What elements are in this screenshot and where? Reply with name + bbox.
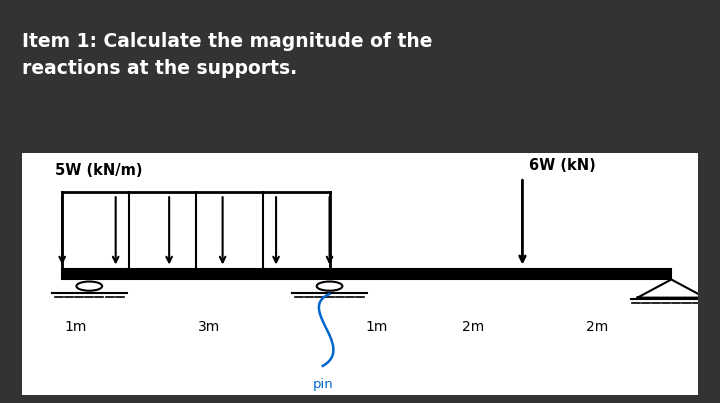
Text: Item 1: Calculate the magnitude of the
reactions at the supports.: Item 1: Calculate the magnitude of the r… bbox=[22, 32, 432, 78]
Text: 6W (kN): 6W (kN) bbox=[529, 158, 596, 173]
Text: 3m: 3m bbox=[198, 320, 220, 334]
FancyBboxPatch shape bbox=[62, 269, 671, 280]
Text: 5W (kN/m): 5W (kN/m) bbox=[55, 162, 143, 178]
FancyBboxPatch shape bbox=[18, 152, 702, 396]
Text: pin: pin bbox=[312, 378, 333, 391]
Text: 1m: 1m bbox=[366, 320, 388, 334]
Text: 2m: 2m bbox=[462, 320, 485, 334]
Text: 1m: 1m bbox=[65, 320, 87, 334]
Text: 2m: 2m bbox=[586, 320, 608, 334]
